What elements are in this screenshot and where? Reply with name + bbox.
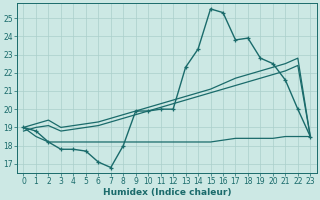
X-axis label: Humidex (Indice chaleur): Humidex (Indice chaleur) bbox=[103, 188, 231, 197]
